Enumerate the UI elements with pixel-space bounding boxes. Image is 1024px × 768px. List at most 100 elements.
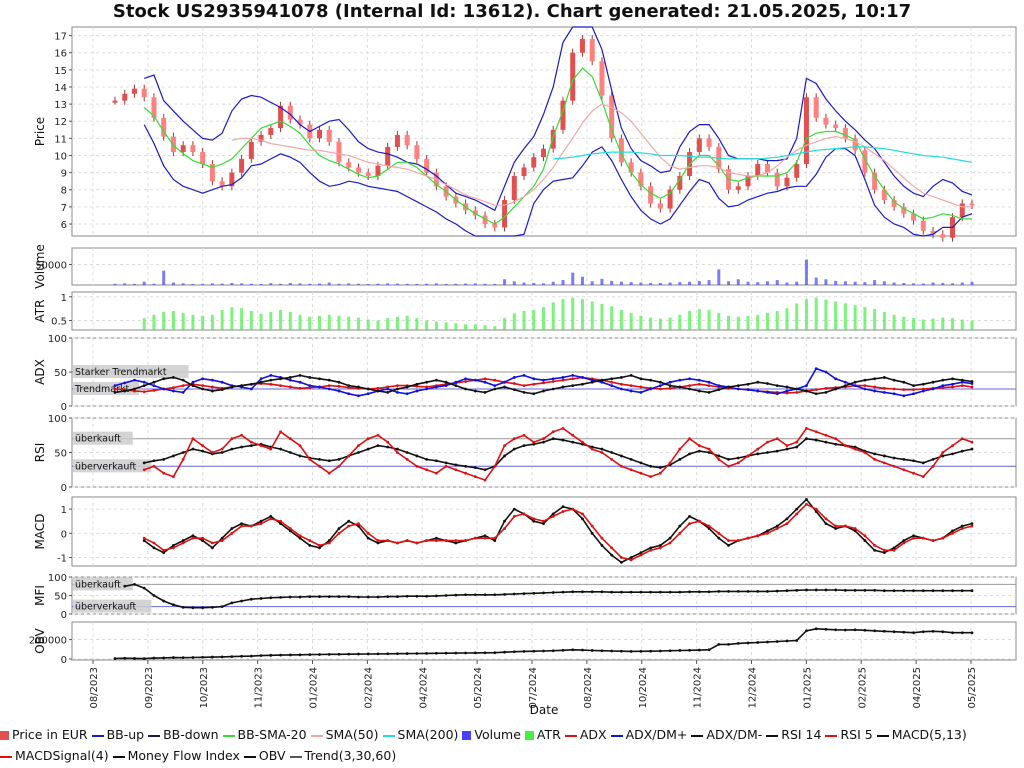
series-point: [912, 388, 915, 392]
series-point: [308, 458, 312, 461]
series-point: [201, 449, 205, 453]
atr-bar: [162, 311, 166, 330]
series-point: [902, 380, 906, 384]
series-point: [249, 387, 253, 391]
series-point: [298, 534, 302, 538]
series-point: [288, 451, 292, 454]
volume-bar: [347, 283, 351, 285]
series-point: [658, 471, 662, 475]
chart-title: Stock US2935941078 (Internal Id: 13612).…: [112, 1, 912, 22]
series-point: [736, 461, 740, 465]
price-candle: [394, 134, 400, 147]
series-point: [931, 539, 935, 542]
series-point: [386, 539, 390, 542]
series-point: [172, 544, 175, 547]
series-point: [756, 452, 760, 456]
series-point: [785, 385, 789, 389]
series-point: [357, 385, 360, 389]
series-point: [483, 536, 487, 540]
atr-bar: [376, 320, 380, 330]
atr-bar: [512, 313, 516, 330]
series-point: [960, 589, 964, 593]
x-axis: 08/2023 09/2023 10/2023 11/2023 01/2024 02/20…: [89, 660, 978, 717]
series-point: [746, 536, 750, 540]
series-point: [464, 651, 467, 655]
series-point: [620, 454, 623, 458]
panel-adx: 0 50 100 ADX Starker Trendmarkt Trendmarkt: [33, 334, 1017, 413]
series-point: [152, 656, 156, 660]
series-point: [396, 652, 399, 656]
volume-bar: [181, 283, 185, 285]
y-tick-label: 9: [61, 169, 67, 180]
y-tick-label: 8: [61, 186, 67, 197]
price-candle: [823, 117, 829, 125]
series-point: [756, 590, 760, 593]
series-point: [921, 461, 925, 465]
volume-bar: [376, 283, 380, 285]
atr-bar: [775, 311, 779, 330]
series-point: [834, 588, 838, 592]
series-point: [775, 437, 779, 441]
atr-bar: [152, 314, 156, 330]
series-point: [444, 461, 448, 465]
series-point: [327, 384, 331, 387]
price-candle: [784, 177, 790, 187]
series-point: [581, 440, 584, 444]
series-point: [756, 447, 760, 451]
series-point: [210, 605, 214, 609]
atr-bar: [230, 307, 234, 330]
volume-bar: [717, 269, 721, 285]
series-point: [405, 392, 409, 396]
series-point: [590, 531, 594, 535]
series-point: [191, 534, 195, 538]
series-point: [766, 590, 769, 593]
legend-item: ADX: [564, 724, 607, 745]
series-point: [357, 394, 360, 398]
series-point: [493, 539, 497, 542]
atr-bar: [960, 319, 964, 330]
series-point: [834, 442, 838, 446]
volume-bar: [931, 282, 935, 285]
series-point: [181, 451, 185, 454]
volume-bar: [142, 281, 146, 285]
series-point: [366, 531, 370, 535]
series-point: [697, 648, 701, 652]
series-point: [201, 384, 205, 387]
y-tick-label: 7: [61, 203, 67, 214]
series-point: [532, 649, 536, 653]
series-point: [688, 377, 691, 381]
price-candle: [248, 141, 254, 159]
atr-bar: [571, 297, 575, 330]
price-candle: [229, 172, 235, 187]
series-point: [210, 389, 214, 393]
series-point: [201, 655, 205, 659]
series-point: [240, 599, 244, 603]
series-point: [873, 548, 877, 552]
legend-swatch: [876, 734, 889, 737]
panel-price: 6 7 8 9 10 11 12 13 14 15 16 17 Price: [33, 26, 1017, 242]
series-point: [503, 592, 506, 596]
legend-label: BB-SMA-20: [237, 727, 307, 742]
series-point: [697, 519, 701, 523]
x-tick-label: 01/2025: [802, 667, 813, 709]
volume-bar: [824, 279, 828, 285]
series-point: [960, 527, 964, 530]
series-point: [892, 387, 896, 391]
price-candle: [881, 189, 887, 201]
atr-bar: [356, 317, 360, 330]
series-point: [639, 471, 643, 475]
legend-swatch: [0, 731, 9, 740]
volume-bar: [415, 283, 419, 285]
series-point: [259, 654, 263, 658]
series-point: [259, 597, 263, 600]
series-point: [512, 382, 516, 385]
x-tick-label: 04/2024: [418, 667, 429, 709]
price-candle: [969, 203, 975, 206]
series-point: [931, 458, 935, 461]
series-point: [220, 380, 224, 384]
series-point: [181, 458, 185, 461]
series-point: [882, 461, 886, 465]
atr-bar: [658, 318, 662, 330]
series-point: [892, 548, 896, 552]
price-candle: [862, 150, 868, 173]
